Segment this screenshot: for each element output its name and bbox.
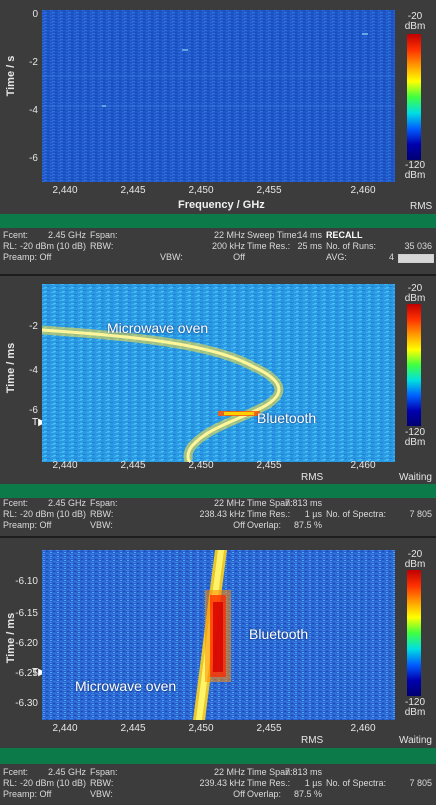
y-tick: -6.15 bbox=[15, 608, 38, 619]
x-tick: 2,455 bbox=[256, 460, 282, 471]
x-tick: 2,445 bbox=[120, 460, 146, 471]
y-tick: -4 bbox=[29, 105, 38, 116]
x-tick: 2,450 bbox=[188, 723, 214, 734]
noise-texture bbox=[42, 10, 395, 182]
spectrogram-image bbox=[42, 284, 395, 462]
x-axis-label: Frequency / GHz bbox=[178, 199, 265, 211]
x-tick: 2,460 bbox=[350, 460, 376, 471]
spectrogram-image bbox=[42, 550, 395, 720]
y-tick: -6.10 bbox=[15, 576, 38, 587]
avg-progress-bar[interactable] bbox=[398, 254, 434, 263]
x-tick: 2,460 bbox=[350, 185, 376, 196]
status-strip bbox=[0, 214, 436, 228]
y-tick: -4 bbox=[29, 365, 38, 376]
y-axis-label: Time / s bbox=[5, 55, 17, 97]
colorbar-max: -20 dBm bbox=[404, 283, 426, 304]
state-label: Waiting bbox=[399, 472, 432, 483]
recall-label: RECALL bbox=[326, 230, 363, 240]
detector-label: RMS bbox=[301, 472, 324, 483]
spectrogram-panel-3: Time / ms -6.10 -6.15 -6.20 -6.25 -6.30 … bbox=[0, 536, 436, 805]
status-strip bbox=[0, 748, 436, 764]
y-tick: 0 bbox=[32, 9, 38, 20]
waterfall-plot[interactable] bbox=[42, 284, 395, 462]
spectrogram-panel-2: Time / ms -2 -4 -6 T▶ Microwave oven Blu… bbox=[0, 274, 436, 536]
annotation-bluetooth: Bluetooth bbox=[257, 410, 317, 426]
x-tick: 2,445 bbox=[120, 723, 146, 734]
y-tick: -2 bbox=[29, 57, 38, 68]
x-tick: 2,440 bbox=[52, 185, 78, 196]
annotation-microwave: Microwave oven bbox=[107, 320, 209, 336]
colorbar bbox=[407, 304, 421, 426]
y-tick: -6.25 bbox=[15, 668, 38, 679]
waterfall-plot[interactable] bbox=[42, 550, 395, 720]
colorbar-min: -120 dBm bbox=[404, 697, 426, 718]
x-tick: 2,440 bbox=[52, 723, 78, 734]
x-tick: 2,455 bbox=[256, 185, 282, 196]
y-tick: -6.30 bbox=[15, 698, 38, 709]
y-tick: -6 bbox=[29, 153, 38, 164]
annotation-microwave: Microwave oven bbox=[75, 678, 177, 694]
x-tick: 2,440 bbox=[52, 460, 78, 471]
x-tick: 2,455 bbox=[256, 723, 282, 734]
y-tick: -2 bbox=[29, 321, 38, 332]
annotation-bluetooth: Bluetooth bbox=[249, 626, 309, 642]
trigger-marker: T▶ bbox=[32, 417, 46, 428]
x-tick: 2,450 bbox=[188, 185, 214, 196]
trigger-marker: T▶ bbox=[32, 667, 46, 678]
detector-label: RMS bbox=[301, 735, 324, 746]
x-tick: 2,445 bbox=[120, 185, 146, 196]
colorbar bbox=[407, 34, 421, 160]
state-label: Waiting bbox=[399, 735, 432, 746]
colorbar bbox=[407, 570, 421, 696]
spectrogram-panel-1: Time / s 0 -2 -4 -6 2,440 2,445 2,450 2,… bbox=[0, 0, 436, 274]
colorbar-max: -20 dBm bbox=[404, 549, 426, 570]
colorbar-min: -120 dBm bbox=[404, 427, 426, 448]
detector-label: RMS bbox=[410, 201, 433, 212]
y-tick: -6 bbox=[29, 405, 38, 416]
status-strip bbox=[0, 484, 436, 498]
colorbar-max: -20 dBm bbox=[404, 11, 426, 32]
y-tick: -6.20 bbox=[15, 638, 38, 649]
waterfall-plot[interactable] bbox=[42, 10, 395, 182]
x-tick: 2,450 bbox=[188, 460, 214, 471]
colorbar-min: -120 dBm bbox=[404, 160, 426, 181]
x-tick: 2,460 bbox=[350, 723, 376, 734]
